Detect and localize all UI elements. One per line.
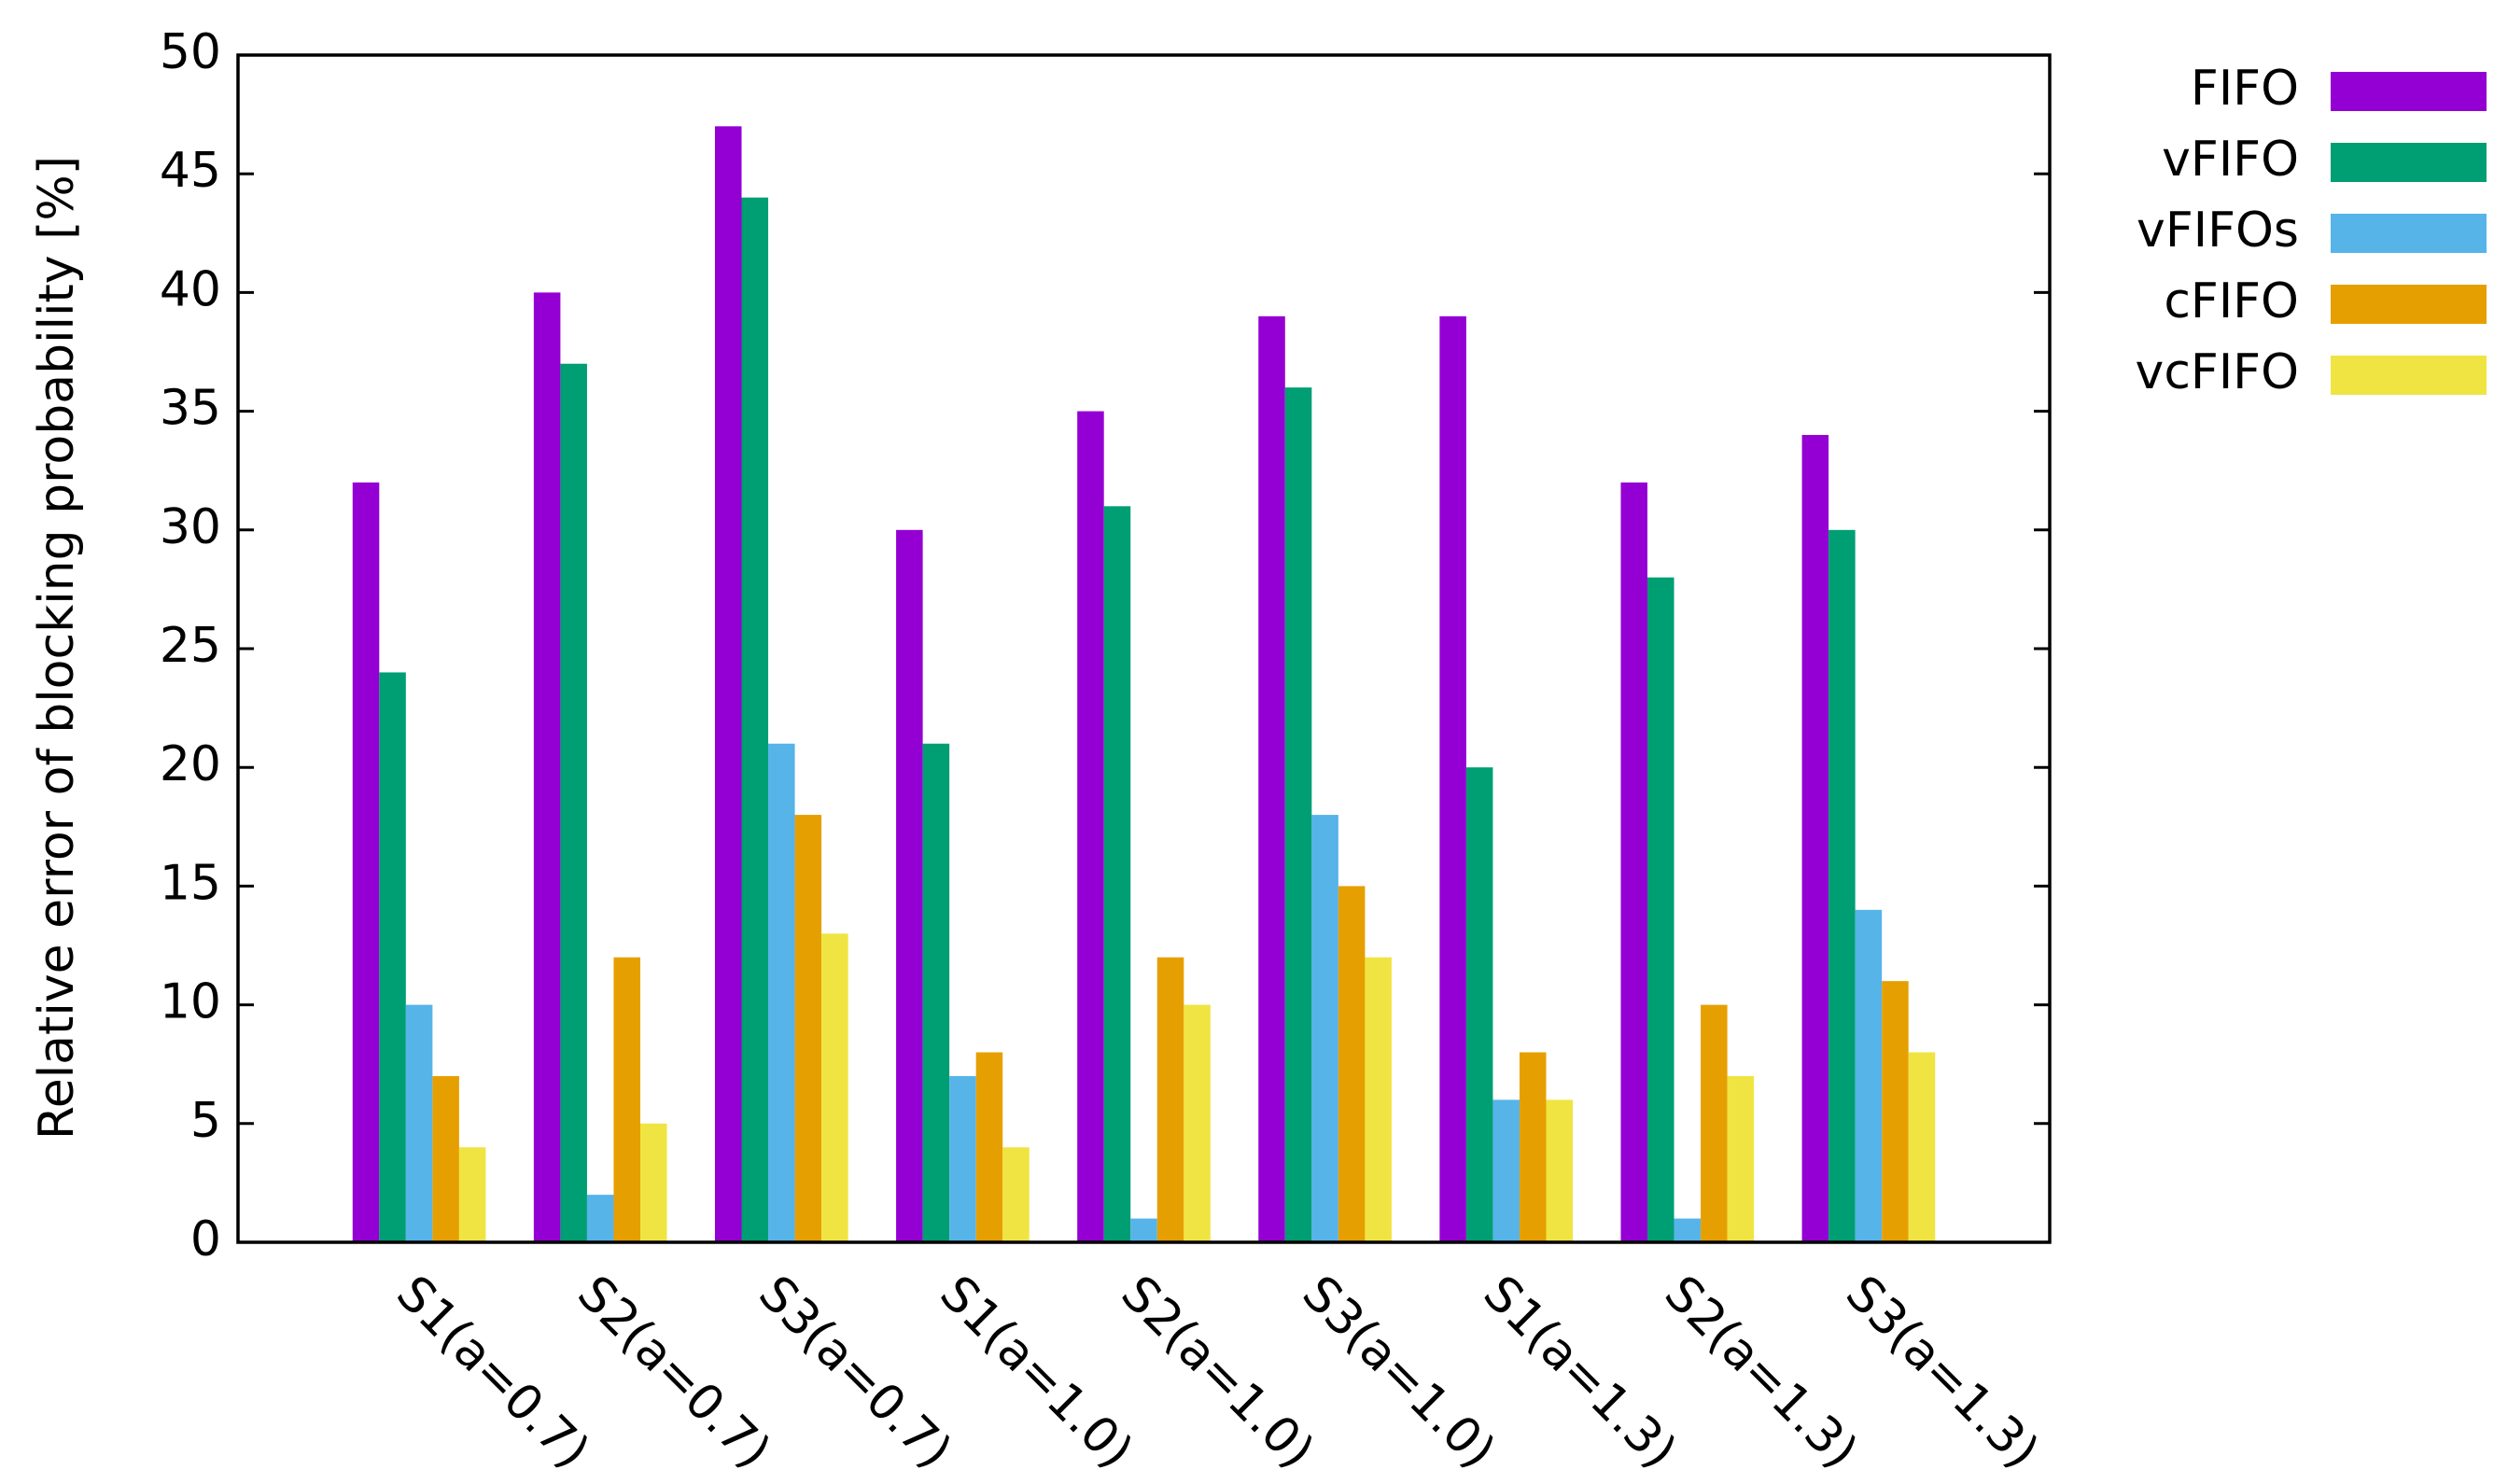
bar xyxy=(586,1195,614,1242)
bar xyxy=(458,1147,486,1242)
legend-swatch xyxy=(2331,72,2487,111)
bar xyxy=(922,743,950,1242)
bar xyxy=(1130,1218,1157,1242)
bar xyxy=(1311,815,1338,1242)
bar xyxy=(1674,1218,1702,1242)
x-tick-label: S2(a=1.0) xyxy=(1110,1266,1324,1480)
legend-swatch xyxy=(2331,356,2487,395)
legend-swatch xyxy=(2331,143,2487,182)
bar xyxy=(432,1075,459,1242)
bar xyxy=(1908,1052,1936,1242)
legend-swatch xyxy=(2331,285,2487,324)
bar xyxy=(794,815,822,1242)
legend-label: cFIFO xyxy=(2164,273,2299,329)
bar xyxy=(1284,387,1312,1242)
bar xyxy=(768,743,795,1242)
bar xyxy=(1828,529,1856,1242)
bar xyxy=(1855,909,1883,1242)
bar xyxy=(1546,1099,1574,1242)
bar xyxy=(1519,1052,1547,1242)
y-tick-label: 25 xyxy=(160,618,221,674)
bar xyxy=(1077,411,1104,1243)
bar xyxy=(1002,1147,1030,1242)
bar xyxy=(1882,981,1909,1242)
bar xyxy=(379,672,406,1242)
bar xyxy=(949,1075,976,1242)
bar xyxy=(352,482,380,1242)
bar xyxy=(1701,1004,1728,1242)
y-tick-label: 30 xyxy=(160,499,221,555)
bar xyxy=(1258,315,1285,1243)
bar xyxy=(1647,577,1674,1242)
y-tick-label: 50 xyxy=(160,24,221,80)
y-tick-label: 20 xyxy=(160,736,221,792)
bar xyxy=(1620,482,1648,1242)
bar xyxy=(975,1052,1003,1242)
x-tick-label: S1(a=1.0) xyxy=(929,1266,1143,1480)
legend-label: vFIFOs xyxy=(2137,203,2299,259)
y-tick-label: 40 xyxy=(160,261,221,317)
bar xyxy=(1184,1004,1211,1242)
bar xyxy=(1465,767,1493,1242)
bar xyxy=(405,1004,433,1242)
y-tick-label: 10 xyxy=(160,974,221,1030)
bar xyxy=(639,1123,667,1242)
bar xyxy=(1727,1075,1755,1242)
bar xyxy=(533,292,561,1242)
legend-swatch xyxy=(2331,214,2487,253)
x-tick-label: S3(a=1.3) xyxy=(1835,1266,2050,1480)
bar xyxy=(821,933,848,1242)
y-tick-label: 35 xyxy=(160,381,221,437)
legend-label: vcFIFO xyxy=(2136,344,2299,400)
legend-label: FIFO xyxy=(2191,61,2299,117)
bar xyxy=(1492,1099,1520,1242)
y-tick-label: 5 xyxy=(190,1093,221,1149)
bar xyxy=(1156,957,1184,1242)
bar xyxy=(1365,957,1392,1242)
x-tick-label: S1(a=1.3) xyxy=(1473,1266,1688,1480)
bar xyxy=(741,197,769,1242)
x-tick-label: S2(a=1.3) xyxy=(1654,1266,1869,1480)
bar xyxy=(613,957,640,1242)
y-tick-label: 0 xyxy=(190,1211,221,1267)
plot-border xyxy=(236,53,2052,1244)
y-axis-label: Relative error of blocking probability [… xyxy=(29,156,85,1140)
bar xyxy=(1103,506,1131,1242)
bar xyxy=(1439,315,1466,1243)
y-tick-label: 15 xyxy=(160,855,221,911)
bar xyxy=(1801,435,1829,1242)
x-tick-label: S2(a=0.7) xyxy=(567,1266,781,1480)
x-tick-label: S3(a=1.0) xyxy=(1292,1266,1506,1480)
legend-label: vFIFO xyxy=(2162,132,2299,188)
bar xyxy=(714,126,742,1242)
bar xyxy=(896,529,923,1242)
bar xyxy=(560,363,587,1243)
x-tick-label: S3(a=0.7) xyxy=(748,1266,962,1480)
bar xyxy=(1338,886,1366,1242)
x-tick-label: S1(a=0.7) xyxy=(385,1266,600,1480)
y-tick-label: 45 xyxy=(160,143,221,199)
